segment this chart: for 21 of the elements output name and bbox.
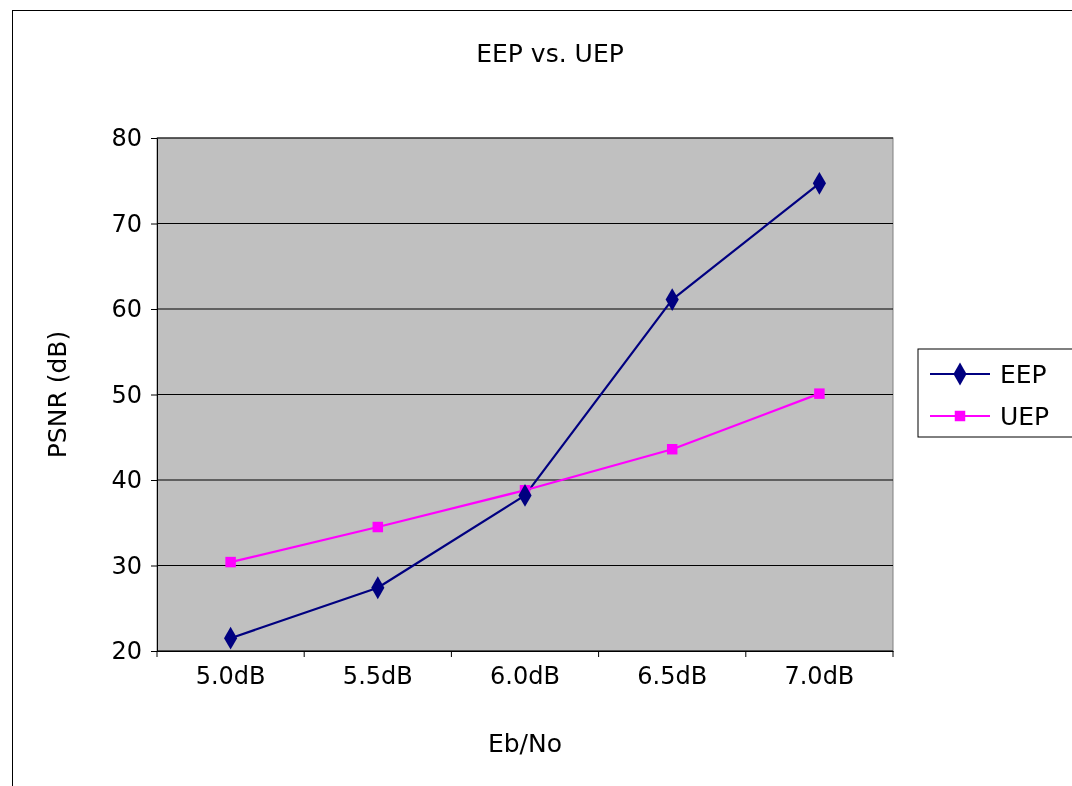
x-axis-title: Eb/No [487,729,563,758]
point [372,521,384,533]
x-tick-label: 5.5dB [342,662,413,690]
y-tick-label: 50 [111,380,142,409]
y-tick-label: 40 [111,466,142,495]
chart-title: EEP vs. UEP [476,39,624,68]
y-tick-label: 20 [111,637,142,666]
y-tick-label: 70 [111,209,142,238]
y-tick-label: 80 [111,124,142,153]
legend-label: EEP [1000,360,1047,389]
legend-label: UEP [1000,402,1050,431]
y-tick-label: 60 [111,295,142,324]
x-tick-label: 7.0dB [784,662,855,690]
y-axis-title: PSNR (dB) [43,330,72,459]
point [225,556,236,568]
point [814,388,825,399]
x-tick-label: 6.0dB [490,662,560,690]
x-tick-label: 6.5dB [637,662,708,690]
y-tick-label: 30 [111,551,142,580]
point [666,443,678,455]
x-tick-label: 5.0dB [195,662,266,690]
